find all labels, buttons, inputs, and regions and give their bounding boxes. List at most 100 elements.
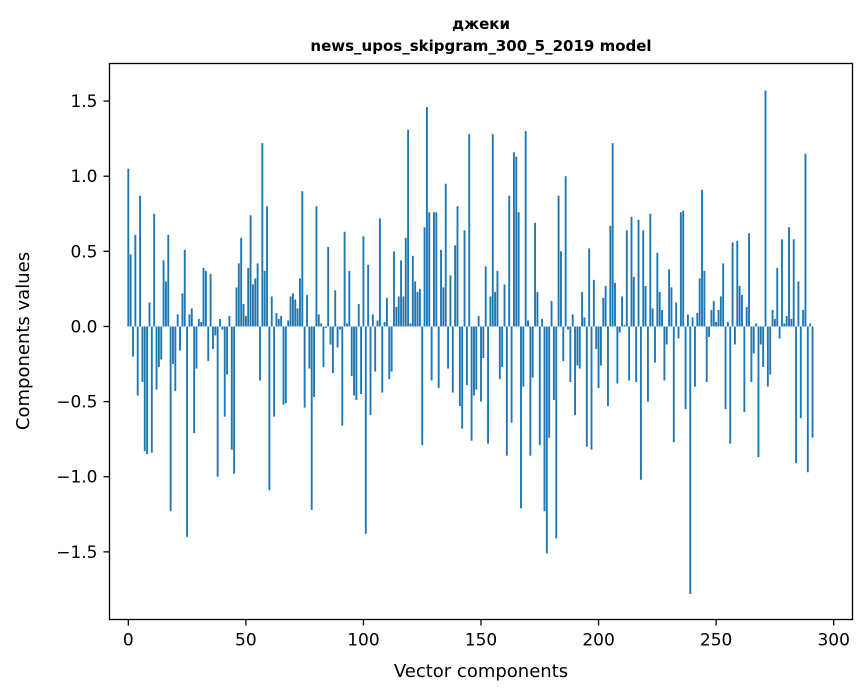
bar-212 — [625, 230, 628, 327]
bar-37 — [214, 326, 217, 336]
bar-198 — [592, 279, 595, 327]
bar-84 — [324, 326, 327, 328]
bar-188 — [569, 326, 572, 383]
bar-193 — [581, 291, 584, 327]
bar-155 — [491, 134, 494, 327]
bar-90 — [338, 326, 341, 330]
bar-262 — [743, 326, 746, 413]
bar-20 — [174, 326, 177, 392]
bar-4 — [136, 326, 139, 396]
y-tick-label: 0.0 — [70, 317, 97, 337]
bar-233 — [675, 302, 678, 327]
bar-229 — [665, 326, 668, 345]
bar-288 — [804, 153, 807, 327]
bar-1 — [129, 254, 132, 327]
bar-146 — [470, 326, 473, 441]
bar-73 — [299, 278, 301, 327]
bar-180 — [550, 300, 553, 327]
bar-61 — [270, 296, 273, 327]
bar-91 — [341, 326, 344, 426]
y-tick-label: −1.5 — [56, 543, 97, 563]
bar-265 — [750, 326, 753, 383]
bar-251 — [717, 309, 720, 327]
bar-49 — [242, 303, 245, 327]
bar-39 — [219, 318, 221, 327]
bar-283 — [792, 239, 795, 327]
bar-285 — [797, 281, 800, 327]
bar-18 — [169, 326, 172, 512]
bar-186 — [564, 176, 567, 327]
bar-203 — [604, 285, 607, 327]
bar-234 — [677, 326, 680, 339]
bar-3 — [134, 234, 137, 327]
bar-142 — [461, 326, 464, 429]
bar-114 — [395, 306, 398, 327]
bar-266 — [752, 326, 755, 354]
bar-214 — [630, 216, 633, 327]
bar-276 — [776, 267, 779, 327]
bar-127 — [425, 107, 428, 327]
bar-45 — [233, 326, 236, 474]
bar-50 — [244, 315, 247, 327]
bar-0 — [127, 168, 130, 327]
bar-238 — [686, 314, 689, 327]
bar-163 — [510, 326, 513, 423]
bar-171 — [529, 326, 532, 456]
bar-271 — [764, 90, 767, 327]
y-tick-label: 1.5 — [70, 92, 97, 112]
bar-243 — [698, 278, 701, 327]
bar-94 — [348, 270, 351, 327]
bar-28 — [193, 326, 196, 434]
bar-194 — [583, 317, 586, 327]
bar-119 — [407, 129, 410, 327]
bar-160 — [503, 284, 506, 327]
bar-191 — [576, 326, 579, 366]
bar-89 — [336, 326, 339, 348]
y-axis: −1.5 −1.0 −0.5 0.0 0.5 1.0 1.5 — [56, 92, 110, 563]
bar-185 — [562, 326, 565, 362]
bar-195 — [585, 326, 588, 447]
bar-145 — [468, 134, 471, 327]
bar-106 — [376, 320, 379, 327]
bar-120 — [409, 323, 412, 327]
bar-13 — [157, 326, 160, 368]
bar-227 — [661, 309, 663, 327]
bar-225 — [656, 252, 659, 327]
bar-224 — [654, 326, 656, 363]
bar-85 — [327, 246, 330, 327]
bar-77 — [308, 326, 311, 369]
bar-42 — [226, 326, 228, 375]
bar-277 — [778, 326, 781, 339]
bar-136 — [447, 326, 450, 369]
bar-290 — [809, 323, 812, 327]
bar-215 — [632, 276, 635, 327]
bar-19 — [172, 326, 174, 365]
bar-21 — [176, 314, 179, 327]
bar-110 — [386, 297, 388, 327]
bar-189 — [571, 314, 574, 327]
bar-115 — [397, 296, 400, 327]
bar-192 — [578, 326, 581, 369]
bar-263 — [745, 306, 748, 327]
bar-98 — [357, 303, 360, 327]
bar-143 — [463, 230, 466, 327]
bar-280 — [785, 315, 788, 327]
bar-47 — [237, 263, 240, 327]
bar-126 — [423, 227, 426, 327]
bar-72 — [296, 308, 299, 327]
bar-139 — [454, 245, 457, 327]
bar-87 — [331, 326, 334, 374]
bar-259 — [736, 240, 739, 327]
bar-112 — [390, 326, 393, 372]
bar-279 — [783, 323, 786, 327]
bar-95 — [350, 326, 353, 377]
bar-222 — [649, 213, 652, 327]
bar-264 — [748, 233, 750, 327]
bar-113 — [393, 251, 395, 327]
bar-255 — [726, 321, 729, 327]
bar-29 — [195, 326, 198, 369]
bar-252 — [719, 296, 722, 327]
bar-177 — [543, 326, 546, 512]
bar-86 — [329, 326, 332, 345]
bar-210 — [621, 296, 624, 327]
